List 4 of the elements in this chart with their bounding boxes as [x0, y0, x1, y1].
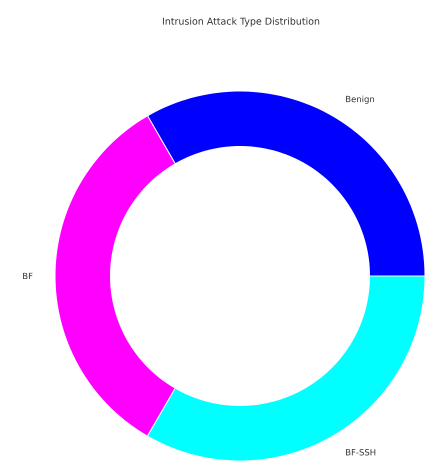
slice-label: BF — [23, 272, 32, 280]
slice-label: Benign — [346, 96, 374, 104]
slice-label: BF-SSH — [346, 449, 376, 456]
chart-title: Intrusion Attack Type Distribution — [162, 17, 320, 27]
